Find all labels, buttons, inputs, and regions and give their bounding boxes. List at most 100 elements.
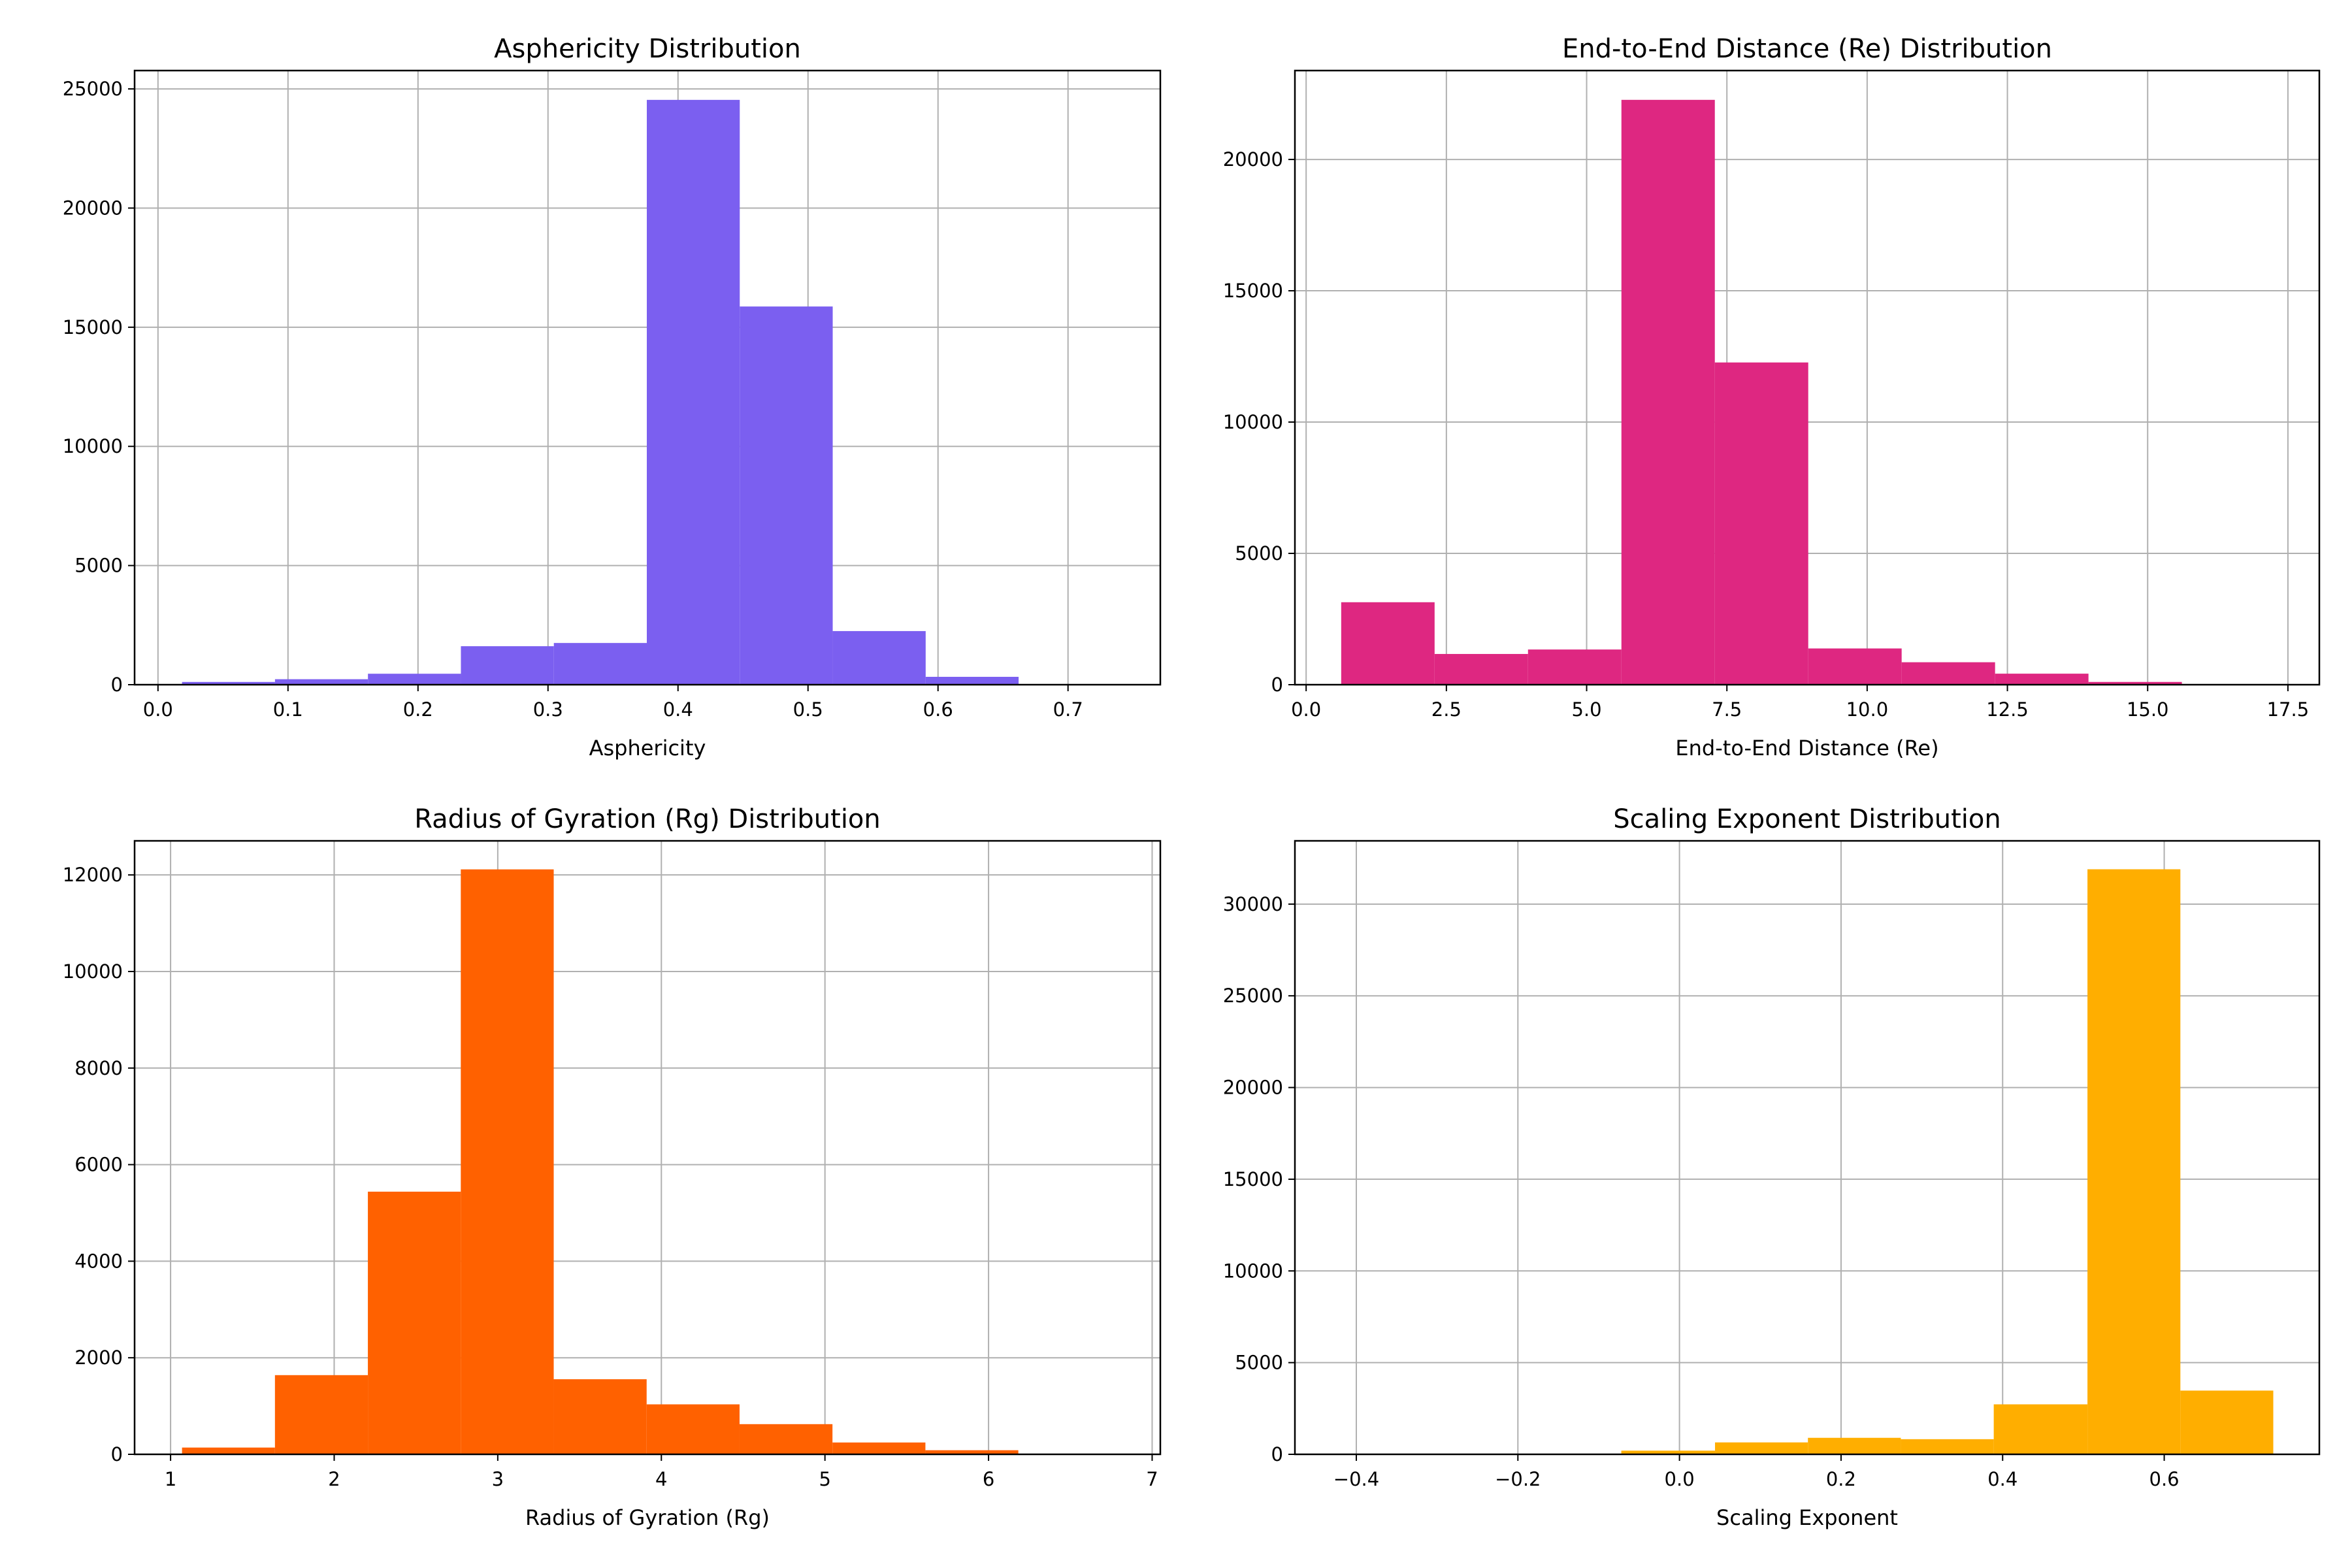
y-tick-label: 25000 bbox=[63, 78, 123, 100]
histogram-bar bbox=[274, 1375, 368, 1454]
y-tick-label: 15000 bbox=[1223, 1168, 1283, 1190]
x-tick-label: 0.0 bbox=[1665, 1468, 1695, 1490]
x-tick-label: 12.5 bbox=[1986, 698, 2029, 721]
histogram-bar bbox=[553, 1379, 647, 1454]
x-tick-label: 0.1 bbox=[273, 698, 303, 721]
x-tick-label: 1 bbox=[165, 1468, 176, 1490]
x-tick-label: 0.3 bbox=[533, 698, 563, 721]
histogram-bar bbox=[1434, 653, 1528, 685]
y-tick-label: 10000 bbox=[63, 960, 123, 983]
y-tick-label: 20000 bbox=[1223, 1077, 1283, 1099]
x-tick-label: 7 bbox=[1146, 1468, 1158, 1490]
histogram-bar bbox=[925, 1450, 1019, 1454]
x-tick-label: 0.2 bbox=[1826, 1468, 1856, 1490]
histogram-bar bbox=[1621, 99, 1715, 685]
x-axis-label: Scaling Exponent bbox=[1716, 1505, 1898, 1530]
x-tick-label: 0.4 bbox=[1987, 1468, 2017, 1490]
histogram-bar bbox=[1901, 1439, 1994, 1454]
histogram-bar bbox=[461, 646, 554, 685]
x-tick-label: −0.2 bbox=[1495, 1468, 1541, 1490]
y-tick-label: 15000 bbox=[63, 316, 123, 338]
y-tick-label: 0 bbox=[1271, 1443, 1283, 1465]
y-tick-label: 10000 bbox=[1223, 1260, 1283, 1282]
axes-frame bbox=[133, 840, 1162, 1456]
histogram-bar bbox=[832, 1442, 926, 1454]
x-tick-label: 17.5 bbox=[2267, 698, 2310, 721]
x-tick-label: 0.0 bbox=[143, 698, 173, 721]
y-tick-label: 15000 bbox=[1223, 280, 1283, 302]
y-tick-label: 2000 bbox=[74, 1347, 123, 1369]
chart-title: Asphericity Distribution bbox=[494, 34, 801, 64]
x-tick-label: 7.5 bbox=[1712, 698, 1742, 721]
histogram-bar bbox=[739, 1424, 833, 1454]
x-tick-label: 0.7 bbox=[1053, 698, 1083, 721]
histogram-bar bbox=[182, 681, 275, 685]
histogram-bar bbox=[274, 679, 368, 685]
axes-frame bbox=[1294, 69, 2321, 686]
x-tick-label: 4 bbox=[655, 1468, 667, 1490]
histogram-bar bbox=[368, 1191, 461, 1454]
histogram-bar bbox=[2088, 681, 2182, 685]
histogram-bar bbox=[1714, 362, 1808, 685]
y-tick-label: 6000 bbox=[74, 1154, 123, 1176]
x-tick-label: 0.5 bbox=[793, 698, 823, 721]
x-tick-label: 3 bbox=[492, 1468, 504, 1490]
y-tick-label: 5000 bbox=[74, 555, 123, 577]
x-tick-label: 0.0 bbox=[1291, 698, 1321, 721]
y-tick-label: 8000 bbox=[74, 1057, 123, 1079]
x-tick-label: 5.0 bbox=[1571, 698, 1601, 721]
histogram-bar bbox=[1341, 602, 1435, 685]
y-tick-label: 5000 bbox=[1235, 542, 1283, 564]
subplot-1: 0.0 0.1 0.2 0.3 0.4 0.5 0.6 0.7 0 5000 10000 15000 2… bbox=[63, 34, 1162, 760]
y-tick-label: 0 bbox=[111, 1443, 123, 1465]
histogram-bar bbox=[1527, 649, 1622, 685]
histogram-bar bbox=[832, 630, 926, 685]
x-tick-label: 6 bbox=[983, 1468, 994, 1490]
x-tick-label: 5 bbox=[819, 1468, 830, 1490]
histogram-bar bbox=[740, 306, 833, 685]
histogram-bar bbox=[2087, 869, 2181, 1454]
x-tick-label: 0.4 bbox=[663, 698, 693, 721]
y-tick-label: 30000 bbox=[1223, 893, 1283, 915]
y-tick-label: 5000 bbox=[1235, 1352, 1283, 1374]
histogram-bar bbox=[1995, 674, 2089, 685]
x-tick-label: 0.6 bbox=[923, 698, 953, 721]
x-axis-label: Radius of Gyration (Rg) bbox=[525, 1505, 770, 1530]
y-tick-label: 10000 bbox=[63, 435, 123, 457]
y-tick-label: 10000 bbox=[1223, 411, 1283, 433]
chart-title: End-to-End Distance (Re) Distribution bbox=[1562, 34, 2052, 64]
histogram-bar bbox=[1993, 1404, 2088, 1454]
x-tick-label: 2.5 bbox=[1431, 698, 1462, 721]
histogram-bar bbox=[368, 674, 461, 685]
axes-frame bbox=[1294, 840, 2321, 1456]
subplot-2: 0.0 2.5 5.0 7.5 10.0 12.5 15.0 17.5 0 5000 10000 15… bbox=[1223, 34, 2321, 760]
x-tick-label: 15.0 bbox=[2127, 698, 2169, 721]
histogram-bar bbox=[182, 1447, 275, 1454]
y-tick-label: 20000 bbox=[63, 197, 123, 219]
x-axis-label: Asphericity bbox=[589, 736, 706, 760]
histogram-bar bbox=[1621, 1450, 1716, 1454]
chart-title: Radius of Gyration (Rg) Distribution bbox=[414, 804, 881, 834]
histogram-bar bbox=[1808, 1437, 1901, 1454]
histogram-bar bbox=[925, 676, 1019, 685]
y-tick-label: 12000 bbox=[63, 864, 123, 886]
histogram-bar bbox=[1901, 662, 1995, 685]
y-tick-label: 4000 bbox=[74, 1250, 123, 1272]
x-tick-label: 0.6 bbox=[2149, 1468, 2180, 1490]
histogram-bar bbox=[2180, 1390, 2274, 1454]
y-tick-label: 0 bbox=[111, 674, 123, 696]
y-tick-label: 20000 bbox=[1223, 148, 1283, 171]
histogram-bar bbox=[553, 643, 647, 685]
x-tick-label: 2 bbox=[328, 1468, 340, 1490]
x-axis-label: End-to-End Distance (Re) bbox=[1675, 736, 1938, 760]
x-tick-label: −0.4 bbox=[1333, 1468, 1379, 1490]
y-tick-label: 0 bbox=[1271, 674, 1283, 696]
subplot-3: 1 2 3 4 5 6 7 0 2000 4000 6000 8000 10000 12000 Radius… bbox=[63, 804, 1162, 1530]
histogram-bar bbox=[646, 1404, 740, 1454]
histogram-bar bbox=[1715, 1442, 1808, 1454]
x-tick-label: 0.2 bbox=[403, 698, 433, 721]
histogram-bar bbox=[1808, 648, 1902, 685]
axes-frame bbox=[133, 69, 1162, 686]
histogram-bar bbox=[461, 869, 554, 1454]
